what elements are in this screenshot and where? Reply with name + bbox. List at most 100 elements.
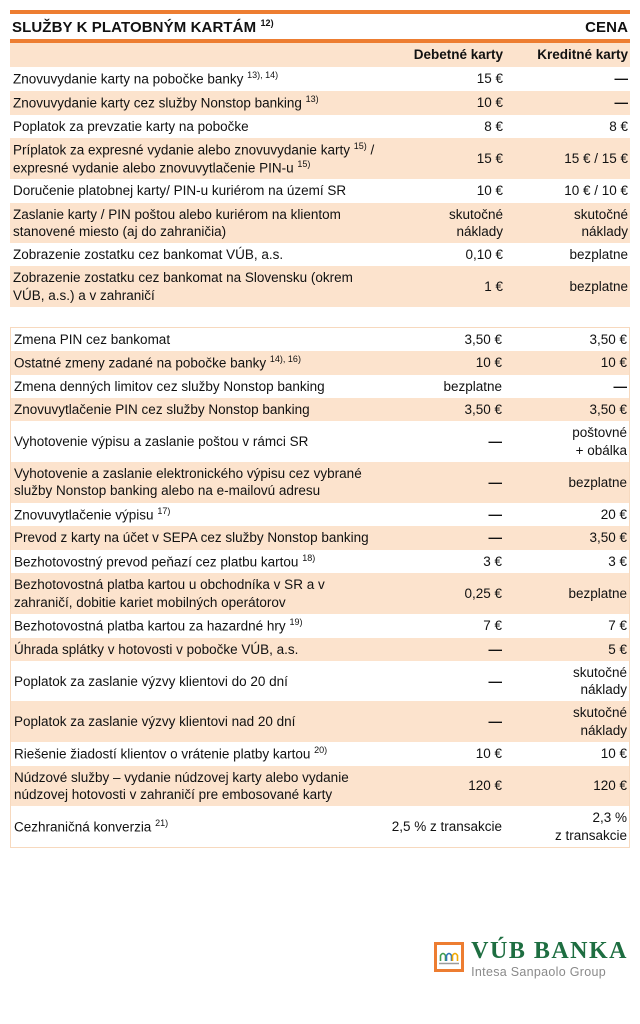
credit-card-price: 3,50 €: [589, 530, 627, 546]
debit-card-price: —: [488, 714, 503, 730]
table-row: Poplatok za prevzatie karty na pobočke 8 …: [10, 114, 630, 138]
bank-name: VÚB BANKA: [471, 938, 628, 964]
credit-card-price: 10 €: [600, 746, 627, 762]
debit-card-price: —: [488, 641, 503, 657]
header-divider: [10, 39, 630, 43]
debit-card-price: 15 €: [476, 150, 503, 166]
credit-card-price: 15 € / 15 €: [564, 150, 628, 166]
debit-card-price: 10 €: [475, 746, 502, 762]
table-row: Ostatné zmeny zadané na pobočke banky 14…: [11, 351, 629, 375]
service-label: Zobrazenie zostatku cez bankomat na Slov…: [13, 270, 353, 303]
table-row: Vyhotovenie a zaslanie elektronického vý…: [11, 462, 629, 503]
card-services-rows: Znovuvydanie karty na pobočke banky 13),…: [10, 67, 630, 307]
top-divider: [10, 10, 630, 14]
table-row: Prevod z karty na účet v SEPA cez služby…: [11, 526, 629, 550]
card-services-table: SLUŽBY K PLATOBNÝM KARTÁM 12) CENA Debet…: [10, 10, 630, 307]
credit-card-price: 10 €: [600, 355, 627, 371]
service-label: Vyhotovenie výpisu a zaslanie poštou v r…: [14, 434, 309, 450]
debit-card-price: 2,5 % z transakcie: [391, 818, 502, 834]
service-label: Znovuvydanie karty cez služby Nonstop ba…: [13, 93, 319, 111]
logo-text: VÚB BANKA Intesa Sanpaolo Group: [471, 939, 628, 979]
service-label: Vyhotovenie a zaslanie elektronického vý…: [14, 466, 362, 499]
credit-card-price: 3 €: [608, 553, 627, 569]
service-label: Cezhraničná konverzia 21): [14, 817, 169, 835]
service-label: Bezhotovostná platba kartou za hazardné …: [14, 616, 303, 634]
debit-card-price: 10 €: [475, 355, 502, 371]
credit-card-price: 2,3 % z transakcie: [554, 810, 627, 843]
table-row: Núdzové služby – vydanie núdzovej karty …: [11, 765, 629, 807]
table-row: Zobrazenie zostatku cez bankomat na Slov…: [10, 266, 630, 307]
service-label: Poplatok za zaslanie výzvy klientovi do …: [14, 673, 288, 689]
credit-card-price: skutočné náklady: [573, 206, 628, 239]
table-row: Znovuvytlačenie PIN cez služby Nonstop b…: [11, 398, 629, 422]
table-row: Poplatok za zaslanie výzvy klientovi do …: [11, 660, 629, 702]
service-label: Znovuvytlačenie výpisu 17): [14, 505, 171, 523]
table-row: Príplatok za expresné vydanie alebo znov…: [10, 137, 630, 180]
credit-card-price: bezplatne: [568, 474, 627, 490]
service-label: Poplatok za zaslanie výzvy klientovi nad…: [14, 714, 296, 730]
credit-card-price: skutočné náklady: [572, 664, 627, 698]
table-row: Úhrada splátky v hotovosti v pobočke VÚB…: [11, 637, 629, 661]
credit-card-price: —: [613, 378, 628, 394]
column-header-row: Debetné karty Kreditné karty: [10, 43, 630, 67]
debit-card-price: 15 €: [476, 71, 503, 87]
debit-card-price: —: [488, 434, 503, 450]
credit-card-price: 3,50 €: [589, 402, 627, 418]
debit-card-price: 3,50 €: [464, 331, 502, 347]
table-title: SLUŽBY K PLATOBNÝM KARTÁM 12): [12, 18, 274, 36]
service-label: Zaslanie karty / PIN poštou alebo kuriér…: [13, 206, 341, 239]
debit-card-price: 8 €: [484, 118, 503, 134]
debit-card-price: 3,50 €: [464, 402, 502, 418]
bank-logo: VÚB BANKA Intesa Sanpaolo Group: [434, 939, 628, 979]
service-label: Ostatné zmeny zadané na pobočke banky 14…: [14, 354, 301, 371]
service-label: Znovuvytlačenie PIN cez služby Nonstop b…: [14, 402, 310, 418]
credit-card-price: skutočné náklady: [572, 705, 627, 738]
credit-card-price: 120 €: [593, 778, 627, 794]
credit-card-price: —: [614, 95, 629, 111]
debit-card-price: 10 €: [476, 183, 503, 199]
debit-card-price: 3 €: [483, 553, 502, 569]
credit-card-price: —: [614, 71, 629, 87]
debit-card-price: 120 €: [468, 778, 502, 794]
service-label: Zmena PIN cez bankomat: [14, 331, 171, 347]
credit-card-price: 7 €: [608, 618, 627, 634]
table-row: Znovuvydanie karty cez služby Nonstop ba…: [10, 90, 630, 115]
table-row: Bezhotovostná platba kartou za hazardné …: [11, 613, 629, 638]
debit-card-price: —: [488, 673, 503, 689]
credit-card-price: bezplatne: [569, 279, 628, 295]
table-row: Bezhotovostná platba kartou u obchodníka…: [11, 573, 629, 614]
bank-group-subtitle: Intesa Sanpaolo Group: [471, 965, 607, 979]
debit-column-header: Debetné karty: [413, 47, 503, 63]
service-label: Riešenie žiadostí klientov o vrátenie pl…: [14, 744, 328, 762]
debit-card-price: —: [488, 530, 503, 546]
table-header: SLUŽBY K PLATOBNÝM KARTÁM 12) CENA: [10, 14, 630, 39]
credit-card-price: 10 € / 10 €: [564, 183, 628, 199]
credit-card-price: 5 €: [608, 641, 627, 657]
table-row: Poplatok za zaslanie výzvy klientovi nad…: [11, 701, 629, 742]
service-label: Poplatok za prevzatie karty na pobočke: [13, 118, 249, 134]
service-label: Zobrazenie zostatku cez bankomat VÚB, a.…: [13, 247, 284, 263]
service-label: Úhrada splátky v hotovosti v pobočke VÚB…: [14, 641, 299, 657]
debit-card-price: —: [488, 506, 503, 522]
service-label: Bezhotovostná platba kartou u obchodníka…: [14, 577, 325, 610]
other-card-fees-table: Zmena PIN cez bankomat 3,50 € 3,50 € Ostatn…: [10, 326, 630, 848]
table-row: Zmena PIN cez bankomat 3,50 € 3,50 €: [11, 327, 629, 352]
debit-card-price: bezplatne: [443, 378, 502, 394]
price-column-title: CENA: [585, 18, 628, 36]
credit-card-price: 8 €: [609, 118, 628, 134]
service-label: Prevod z karty na účet v SEPA cez služby…: [14, 530, 369, 546]
table-row: Zaslanie karty / PIN poštou alebo kuriér…: [10, 202, 630, 244]
vub-arches-icon: [434, 942, 465, 972]
table-row: Znovuvydanie karty na pobočke banky 13),…: [10, 67, 630, 91]
debit-card-price: 0,10 €: [465, 247, 503, 263]
table-row: Bezhotovostný prevod peňazí cez platbu k…: [11, 549, 629, 574]
debit-card-price: —: [488, 474, 503, 490]
fee-document: SLUŽBY K PLATOBNÝM KARTÁM 12) CENA Debet…: [10, 10, 630, 848]
debit-card-price: 7 €: [483, 618, 502, 634]
debit-card-price: 1 €: [484, 279, 503, 295]
service-label: Doručenie platobnej karty/ PIN-u kuriéro…: [13, 183, 347, 199]
debit-card-price: 10 €: [476, 95, 503, 111]
table-row: Riešenie žiadostí klientov o vrátenie pl…: [11, 741, 629, 766]
service-label: Zmena denných limitov cez služby Nonstop…: [14, 378, 325, 394]
table-row: Cezhraničná konverzia 21) 2,5 % z transak…: [11, 806, 629, 847]
